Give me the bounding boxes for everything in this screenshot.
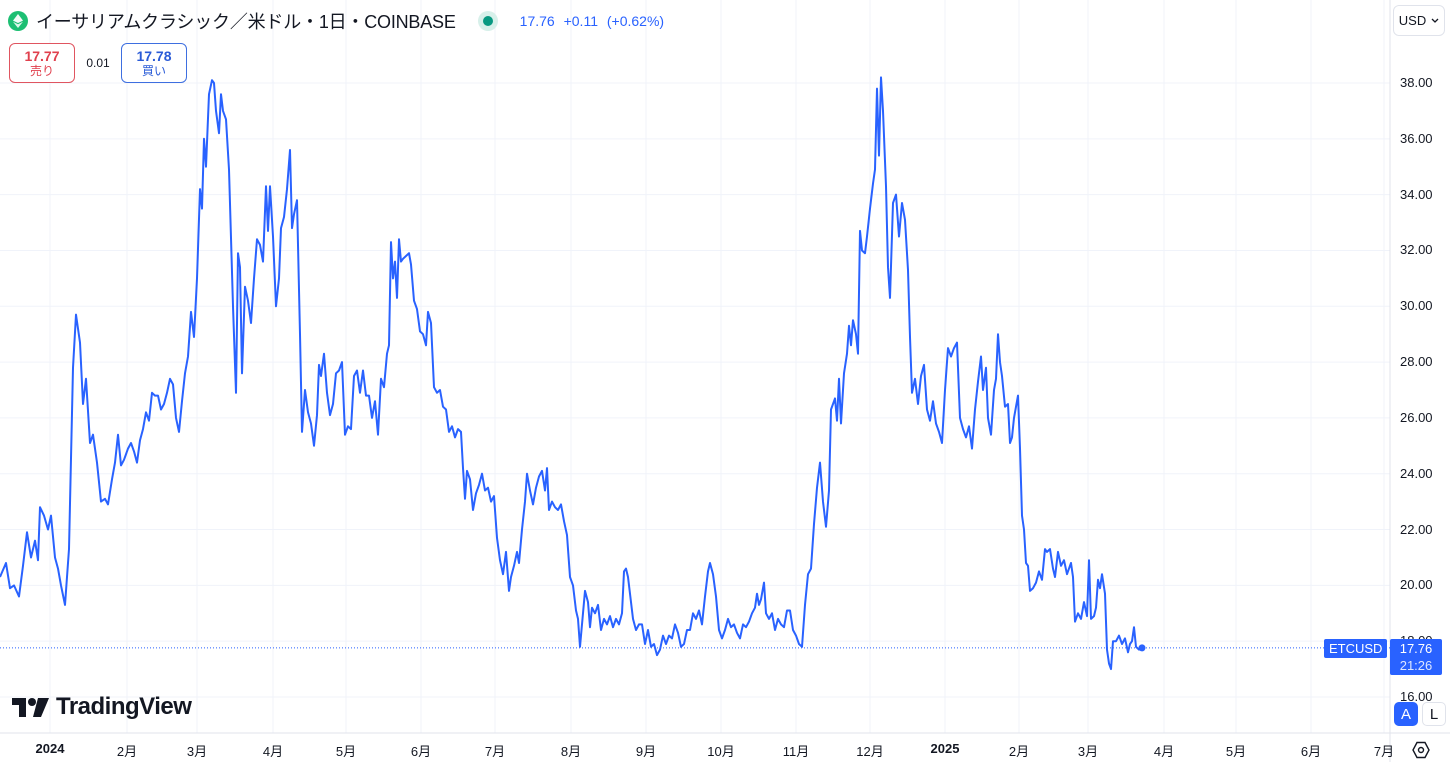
auto-scale-button[interactable]: A — [1394, 702, 1418, 726]
log-scale-button[interactable]: L — [1422, 702, 1446, 726]
chart-settings-button[interactable] — [1410, 739, 1432, 761]
time-axis-label: 9月 — [635, 744, 657, 759]
time-axis-label: 4月 — [1153, 744, 1175, 759]
symbol-tag: ETCUSD — [1324, 639, 1388, 658]
price-axis-label: 28.00 — [1400, 354, 1433, 370]
time-axis-label: 3月 — [1077, 744, 1099, 759]
trade-panel: 17.77 売り 0.01 17.78 買い — [9, 43, 187, 83]
sell-price: 17.77 — [24, 47, 60, 64]
time-axis-label: 3月 — [186, 744, 208, 759]
time-axis-label: 11月 — [782, 744, 810, 759]
last-price-tag-value: 17.76 — [1399, 641, 1433, 656]
last-price-dot — [1138, 644, 1146, 652]
time-axis-label: 6月 — [410, 744, 432, 759]
time-axis-label: 6月 — [1300, 744, 1322, 759]
price-axis-label: 32.00 — [1400, 242, 1433, 258]
chevron-down-icon — [1431, 18, 1439, 23]
sell-button[interactable]: 17.77 売り — [9, 43, 75, 83]
spread-value: 0.01 — [86, 56, 110, 70]
last-price: 17.76 — [519, 13, 555, 29]
chart-grid — [0, 0, 1390, 733]
settings-hexagon-icon — [1412, 741, 1430, 759]
price-axis-label: 16.00 — [1400, 689, 1433, 704]
time-axis-label: 5月 — [1225, 744, 1247, 759]
price-axis-label: 20.00 — [1400, 577, 1433, 593]
time-axis-label: 8月 — [560, 744, 582, 759]
time-axis-label: 5月 — [335, 744, 357, 759]
buy-button[interactable]: 17.78 買い — [121, 43, 187, 83]
time-axis-label: 12月 — [856, 744, 884, 759]
time-axis-label: 10月 — [707, 744, 735, 759]
currency-selector[interactable]: USD — [1393, 5, 1445, 36]
currency-label: USD — [1398, 13, 1427, 28]
time-axis-label: 2024 — [35, 741, 65, 756]
market-status-icon[interactable] — [477, 11, 498, 31]
price-axis-label: 30.00 — [1400, 298, 1433, 314]
price-axis-label: 22.00 — [1400, 521, 1433, 537]
bar-countdown: 21:26 — [1399, 658, 1433, 673]
time-axis-label: 2025 — [930, 741, 960, 756]
price-axis-label: 24.00 — [1400, 465, 1433, 481]
price-series-line — [0, 76, 1143, 671]
sell-label: 売り — [29, 63, 54, 78]
tradingview-logo[interactable]: TradingView — [12, 693, 192, 721]
tradingview-logo-text: TradingView — [56, 693, 192, 720]
time-axis-label: 2月 — [116, 744, 138, 759]
price-axis-label: 38.00 — [1400, 75, 1433, 90]
time-axis-label: 7月 — [484, 744, 506, 759]
price-axis-label: 26.00 — [1400, 409, 1433, 425]
quote-summary: 17.76 +0.11 (+0.62%) — [520, 13, 669, 29]
price-change-percent: (+0.62%) — [606, 13, 665, 29]
time-axis-label: 4月 — [262, 744, 284, 759]
price-axis-label: 34.00 — [1400, 186, 1433, 202]
price-change: +0.11 — [563, 13, 598, 29]
buy-label: 買い — [141, 63, 166, 78]
last-price-tag: 17.76 21:26 — [1390, 639, 1442, 675]
buy-price: 17.78 — [136, 47, 172, 64]
price-axis-label: 36.00 — [1400, 130, 1433, 146]
time-axis-label: 2月 — [1008, 744, 1030, 759]
ethereum-classic-icon — [8, 11, 28, 31]
time-axis-label: 7月 — [1373, 744, 1395, 759]
symbol-title[interactable]: イーサリアムクラシック／米ドル・1日・COINBASE — [36, 12, 456, 32]
symbol-header: イーサリアムクラシック／米ドル・1日・COINBASE 17.76 +0.11 … — [8, 8, 669, 34]
tradingview-logo-icon — [12, 698, 49, 717]
